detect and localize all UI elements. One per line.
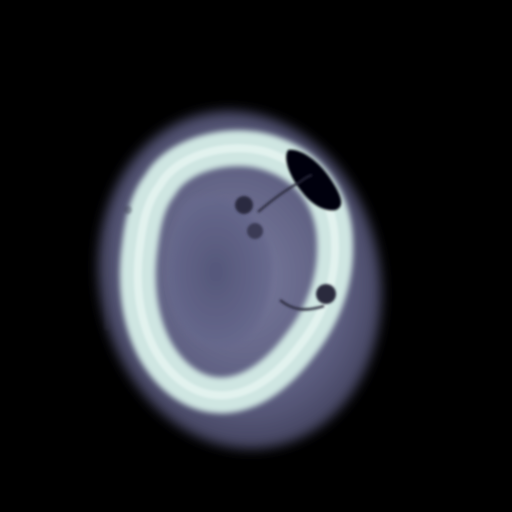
brain-region — [169, 195, 273, 348]
scalp-edge-texture — [104, 206, 132, 330]
catheter-lines — [257, 174, 325, 311]
air-pocket — [286, 149, 342, 211]
skull-bone-highlight — [133, 144, 340, 400]
burr-hole-upper — [235, 196, 263, 239]
burr-hole-lower — [316, 284, 336, 304]
